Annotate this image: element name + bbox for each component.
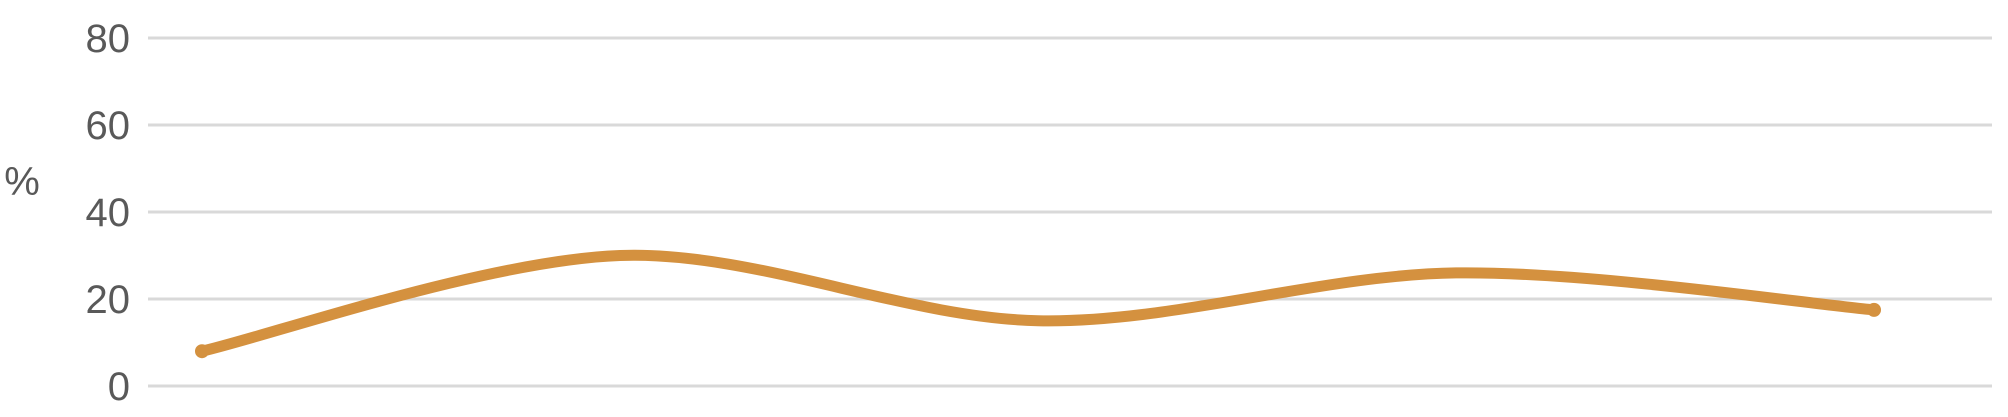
- y-tick-labels: 0 20 40 60 80: [86, 17, 131, 409]
- y-axis-title: %: [4, 160, 40, 204]
- y-tick-label: 80: [86, 17, 131, 61]
- series-line-0: [196, 249, 1880, 357]
- data-point: [195, 344, 209, 359]
- y-tick-label: 60: [86, 104, 131, 148]
- y-tick-label: 0: [108, 365, 130, 409]
- series-layer: [195, 249, 1881, 359]
- gridlines: [148, 36, 1992, 388]
- y-tick-label: 40: [86, 191, 131, 235]
- y-tick-label: 20: [86, 278, 131, 322]
- data-point: [1867, 302, 1881, 317]
